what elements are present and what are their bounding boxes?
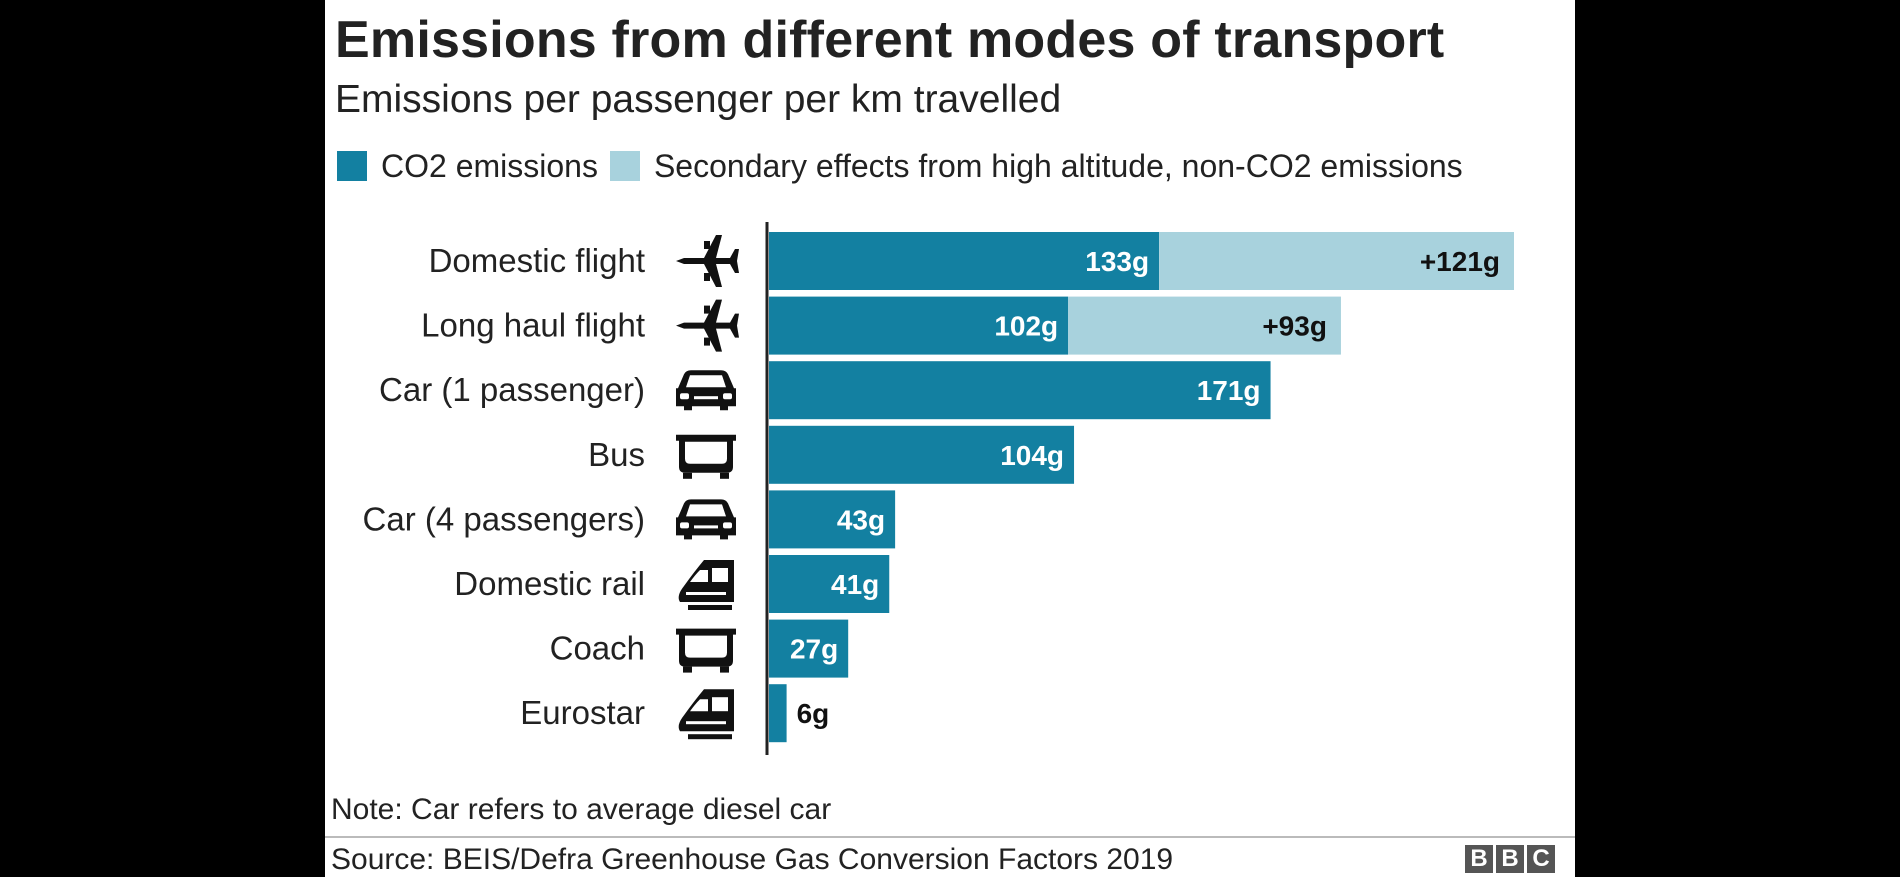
chart-title: Emissions from different modes of transp… (335, 11, 1445, 69)
bus-icon (676, 434, 736, 479)
data-label-co2: 133g (1085, 246, 1149, 277)
bar-co2 (769, 361, 1271, 420)
legend: CO2 emissions Secondary effects from hig… (337, 146, 1475, 186)
legend-item-co2: CO2 emissions (337, 148, 598, 185)
logo-letter: C (1527, 845, 1555, 873)
train-icon (678, 689, 734, 740)
data-label-co2: 41g (831, 569, 879, 600)
data-label-co2: 43g (837, 504, 885, 535)
bar-co2 (769, 425, 1075, 484)
bar-co2 (769, 555, 890, 613)
bus-icon (676, 628, 736, 673)
category-label: Domestic flight (429, 242, 645, 279)
data-label-co2: 104g (1000, 440, 1064, 471)
category-label: Car (4 passengers) (363, 500, 645, 537)
bar-co2 (769, 232, 1160, 290)
source-credit: Source: BEIS/Defra Greenhouse Gas Conver… (331, 843, 1174, 876)
bar-co2 (769, 684, 787, 743)
legend-label-secondary: Secondary effects from high altitude, no… (653, 147, 1463, 184)
train-icon (678, 560, 734, 610)
data-label-secondary: +93g (1262, 311, 1327, 342)
bar-secondary (1159, 232, 1514, 290)
data-label-co2: 27g (790, 634, 838, 665)
category-label: Bus (588, 436, 645, 473)
car-icon (676, 370, 736, 411)
data-label-secondary: +121g (1420, 246, 1500, 277)
chart-panel: Emissions from different modes of transp… (325, 0, 1575, 877)
plane-icon (676, 299, 739, 352)
chart-note: Note: Car refers to average diesel car (331, 793, 832, 826)
legend-label-co2: CO2 emissions (381, 147, 598, 184)
plane-icon (676, 235, 739, 287)
category-label: Car (1 passenger) (379, 371, 645, 408)
bar-co2 (769, 490, 896, 549)
bar-secondary (1068, 296, 1341, 355)
data-label-co2: 102g (994, 311, 1058, 342)
car-icon (676, 499, 736, 540)
data-label-co2: 6g (797, 698, 830, 729)
chart-subtitle: Emissions per passenger per km travelled (335, 78, 1062, 121)
bar-co2 (769, 296, 1069, 355)
category-label: Eurostar (520, 694, 645, 731)
category-label: Long haul flight (421, 307, 645, 344)
bar-co2 (769, 619, 849, 678)
legend-swatch-secondary (609, 151, 640, 181)
legend-item-secondary: Secondary effects from high altitude, no… (609, 147, 1463, 185)
data-label-co2: 171g (1197, 375, 1261, 406)
category-label: Coach (550, 630, 645, 667)
logo-letter: B (1496, 845, 1524, 873)
logo-letter: B (1465, 845, 1493, 873)
bbc-logo: B B C (1465, 845, 1558, 873)
category-label: Domestic rail (454, 565, 645, 602)
footer-divider (325, 836, 1575, 838)
legend-swatch-co2 (337, 151, 367, 181)
bar-chart: Domestic flight +121g 133g Long haul flight… (363, 222, 1514, 755)
